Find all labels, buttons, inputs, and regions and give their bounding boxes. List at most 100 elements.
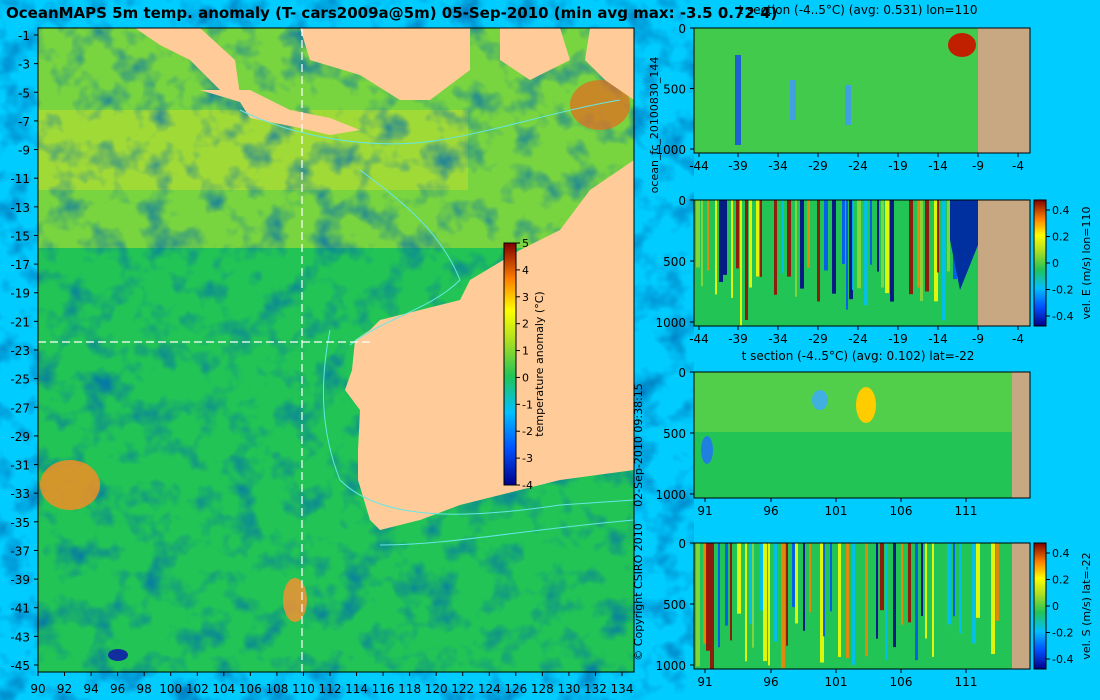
colorbar-tick-label: 0.2 <box>1052 574 1070 587</box>
vel-s-stripes <box>696 543 1004 669</box>
lat-tick-label: -21 <box>10 315 30 329</box>
panel-x-tick-label: -29 <box>808 159 828 173</box>
lat-tick-label: -7 <box>18 115 30 129</box>
panel-y-tick-label: 0 <box>678 194 686 208</box>
panel-x-tick-label: -14 <box>928 159 948 173</box>
panel-x-tick-label: -29 <box>808 332 828 346</box>
panel-y-tick-label: 0 <box>678 366 686 380</box>
panel-y-tick-label: 500 <box>663 83 686 97</box>
map-lat-tick-labels: -1 -3 -5 -7 -9 -11 -13 -15 -17 -19 -21 -23 -25 -27 -29… <box>10 29 38 673</box>
panel-x-tick-label: -4 <box>1012 159 1024 173</box>
lon-tick-label: 134 <box>611 682 634 696</box>
panel-x-tick-label: 91 <box>697 504 712 518</box>
panel-x-tick-label: 96 <box>763 504 778 518</box>
lon-tick-label: 126 <box>504 682 527 696</box>
sulawesi-land <box>500 28 570 80</box>
lat-tick-label: -5 <box>18 86 30 100</box>
forecast-id-label: ocean_fc_20100830_144 <box>648 57 661 194</box>
lon-tick-label: 98 <box>137 682 152 696</box>
map-lon-tick-labels: 90 92 94 96 98 100 102 104 106 108 110 112 114 116 118… <box>30 672 633 696</box>
colorbar-tick-label: -0.4 <box>1052 653 1073 666</box>
lat-tick-label: -37 <box>10 544 30 558</box>
colorbar-tick-label: 0.2 <box>1052 231 1070 244</box>
panel-y-tick-label: 1000 <box>655 488 686 502</box>
map-title: OceanMAPS 5m temp. anomaly (T- cars2009a… <box>6 4 777 22</box>
panel-y-tick-label: 1000 <box>655 316 686 330</box>
lat-tick-label: -29 <box>10 430 30 444</box>
colorbar-tick-label: -0.2 <box>1052 284 1073 297</box>
australia-land <box>345 160 634 530</box>
colorbar-tick-label: -0.4 <box>1052 310 1073 323</box>
lon-tick-label: 106 <box>239 682 262 696</box>
panel-y-tick-label: 1000 <box>655 143 686 157</box>
lon-tick-label: 110 <box>292 682 315 696</box>
panel-x-tick-label: 106 <box>890 675 913 689</box>
vel-e-colorbar: 0.4 0.2 0 -0.2 -0.4 vel. E (m/s) lon=110 <box>1033 199 1093 327</box>
panel-x-tick-label: -14 <box>928 332 948 346</box>
lon-tick-label: 124 <box>478 682 501 696</box>
panel-x-tick-label: 111 <box>955 504 978 518</box>
colorbar-tick-label: 0.4 <box>1052 204 1070 217</box>
lon-tick-label: 102 <box>186 682 209 696</box>
colorbar-tick-label: 0 <box>1052 600 1059 613</box>
sumatra-land <box>135 28 240 95</box>
panel-x-tick-label: 96 <box>763 675 778 689</box>
lon-tick-label: 104 <box>212 682 235 696</box>
panel-x-tick-label: -24 <box>848 159 868 173</box>
panel-y-tick-label: 500 <box>663 255 686 269</box>
panel-x-tick-label: 111 <box>955 675 978 689</box>
lat-tick-label: -33 <box>10 487 30 501</box>
panel-y-tick-label: 0 <box>678 537 686 551</box>
panel-y-tick-label: 0 <box>678 22 686 36</box>
panel-x-tick-label: 101 <box>825 504 848 518</box>
panel-1-title: t section (-4..5°C) (avg: 0.531) lon=110 <box>738 3 977 17</box>
lon-tick-label: 132 <box>584 682 607 696</box>
copyright-label: © Copyright CSIRO 2010 <box>632 523 645 660</box>
temperature-anomaly-map <box>37 27 635 673</box>
lat-tick-label: -43 <box>10 630 30 644</box>
colorbar-tick-label: 0.4 <box>1052 547 1070 560</box>
colorbar-tick-label: 0 <box>522 371 529 384</box>
run-time-label: 02-Sep-2010 09:38:15 <box>632 383 645 507</box>
panel-x-tick-label: -19 <box>888 159 908 173</box>
panel-x-tick-label: 91 <box>697 675 712 689</box>
lon-tick-label: 112 <box>319 682 342 696</box>
map-colorbar-ticks: 5 4 3 2 1 0 -1 -2 -3 -4 <box>516 237 533 492</box>
lat-tick-label: -11 <box>10 172 30 186</box>
panel-t-section-lon-110: t section (-4..5°C) (avg: 0.531) lon=110… <box>655 3 1031 173</box>
vel-e-colorbar-label: vel. E (m/s) lon=110 <box>1080 207 1093 320</box>
map-colorbar: 5 4 3 2 1 0 -1 -2 -3 -4 temperature anomaly (°C) <box>503 237 546 492</box>
lon-tick-label: 96 <box>110 682 125 696</box>
lon-tick-label: 94 <box>83 682 98 696</box>
panel-x-tick-label: -34 <box>768 332 788 346</box>
panel-x-tick-label: -39 <box>728 159 748 173</box>
panel-x-tick-label: -24 <box>848 332 868 346</box>
lon-tick-label: 122 <box>451 682 474 696</box>
panel-3-title: t section (-4..5°C) (avg: 0.102) lat=-22 <box>742 349 975 363</box>
lat-tick-label: -27 <box>10 401 30 415</box>
panel-y-tick-label: 500 <box>663 427 686 441</box>
colorbar-tick-label: 5 <box>522 237 529 250</box>
panel-x-tick-label: -9 <box>972 332 984 346</box>
colorbar-tick-label: 0 <box>1052 257 1059 270</box>
colorbar-tick-label: -1 <box>522 398 533 411</box>
vel-e-stripes <box>696 200 957 326</box>
lon-tick-label: 116 <box>372 682 395 696</box>
lat-tick-label: -13 <box>10 201 30 215</box>
panel-x-tick-label: -4 <box>1012 332 1024 346</box>
lat-tick-label: -31 <box>10 459 30 473</box>
java-land <box>200 90 360 135</box>
colorbar-tick-label: -2 <box>522 425 533 438</box>
panel-x-tick-label: -39 <box>728 332 748 346</box>
panel-vel-e-lon-110: -44 -39 -34 -29 -24 -19 -14 -9 -4 0 500 1000 <box>655 194 1031 346</box>
lat-tick-label: -35 <box>10 516 30 530</box>
lon-tick-label: 108 <box>265 682 288 696</box>
lat-tick-label: -39 <box>10 573 30 587</box>
panel-x-tick-label: -44 <box>689 159 709 173</box>
map-colorbar-label: temperature anomaly (°C) <box>533 291 546 436</box>
lat-tick-label: -17 <box>10 258 30 272</box>
panel-x-tick-label: 101 <box>825 675 848 689</box>
lon-tick-label: 130 <box>557 682 580 696</box>
lat-tick-label: -45 <box>10 659 30 673</box>
